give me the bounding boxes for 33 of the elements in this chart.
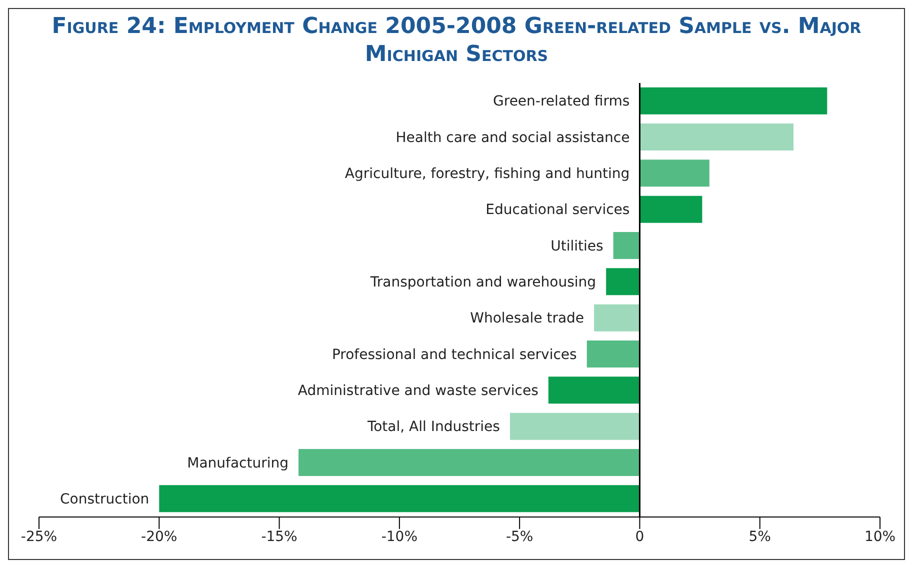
y-tick-label: Educational services bbox=[486, 202, 630, 218]
y-tick-label: Total, All Industries bbox=[366, 419, 500, 436]
x-tick-label: 10% bbox=[864, 528, 896, 545]
y-tick-label: Agriculture, forestry, fishing and hunting bbox=[344, 166, 630, 182]
bar bbox=[640, 196, 702, 223]
y-tick-label: Administrative and waste services bbox=[298, 383, 538, 400]
bar bbox=[613, 232, 640, 260]
y-tick-label: Green-related firms bbox=[493, 94, 630, 110]
x-tick-label: 0 bbox=[635, 528, 644, 545]
y-tick-label: Transportation and warehousing bbox=[369, 274, 596, 291]
y-tick-label: Construction bbox=[60, 492, 150, 508]
bar bbox=[298, 449, 640, 476]
bar bbox=[586, 340, 640, 368]
chart-title: Figure 24: Employment Change 2005-2008 Green-related Sample vs. Major Michigan Sectors bbox=[50, 13, 862, 69]
x-tick-label: -5% bbox=[506, 528, 534, 545]
bar bbox=[640, 124, 794, 151]
x-tick-label: -20% bbox=[141, 528, 178, 545]
y-tick-label: Professional and technical services bbox=[332, 346, 577, 363]
bar bbox=[606, 268, 640, 296]
x-tick-label: -15% bbox=[261, 528, 298, 545]
bar bbox=[640, 160, 710, 187]
y-tick-label: Wholesale trade bbox=[470, 310, 584, 327]
x-tick-label: -25% bbox=[20, 528, 58, 545]
x-tick-label: 5% bbox=[748, 528, 771, 545]
y-tick-label: Health care and social assistance bbox=[396, 130, 630, 146]
bar bbox=[510, 412, 640, 440]
bar bbox=[548, 376, 640, 404]
y-tick-label: Utilities bbox=[550, 238, 604, 254]
bar bbox=[159, 485, 640, 512]
x-tick-label: -10% bbox=[381, 528, 418, 545]
y-tick-label: Manufacturing bbox=[187, 455, 289, 472]
bar bbox=[594, 304, 640, 332]
bar bbox=[640, 87, 828, 114]
